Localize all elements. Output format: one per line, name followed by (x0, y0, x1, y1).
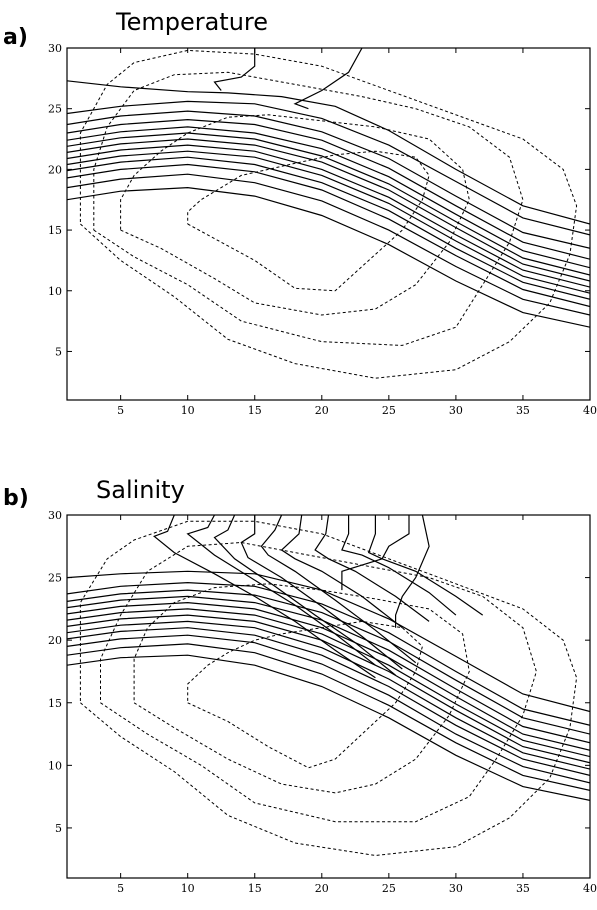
x-tick-label: 30 (449, 882, 463, 895)
panel-label-a: a) (3, 25, 28, 50)
solid-contour-line (67, 144, 590, 288)
x-tick-label: 40 (583, 404, 597, 417)
solid-contour-line (67, 110, 590, 249)
salinity-contours (67, 515, 590, 857)
solid-contour-line (67, 589, 590, 735)
y-tick-label: 10 (48, 759, 62, 772)
x-tick-label: 15 (248, 882, 262, 895)
solid-contour-line (260, 515, 417, 664)
y-tick-label: 25 (48, 572, 62, 585)
solid-contour-line (67, 581, 590, 726)
solid-contour-line (67, 118, 590, 260)
x-tick-label: 20 (315, 404, 329, 417)
x-tick-label: 35 (516, 404, 530, 417)
solid-contour-line (67, 627, 590, 776)
temperature-plot-area: 5 10 15 20 25 30 35 40 5 10 15 20 25 30 (48, 42, 597, 417)
solid-contour-line (67, 186, 590, 328)
y-tick-label: 15 (48, 697, 62, 710)
solid-contour-line (67, 643, 590, 791)
solid-contour-line (186, 515, 376, 666)
y-tick-label: 30 (48, 509, 62, 522)
salinity-plot-area: 5 10 15 20 25 30 35 40 5 10 15 20 25 30 (48, 509, 597, 895)
solid-contour-line (395, 515, 430, 628)
solid-contour-line (67, 156, 590, 300)
x-tick-label: 25 (382, 882, 396, 895)
panel-label-b: b) (3, 486, 29, 511)
solid-contour-line (341, 515, 410, 591)
solid-contour-line (240, 515, 403, 670)
x-tick-label: 30 (449, 404, 463, 417)
x-tick-label: 5 (117, 882, 124, 895)
y-tick-label: 5 (55, 822, 62, 835)
solid-contour-line (213, 48, 256, 91)
panel-title-temperature: Temperature (115, 8, 268, 36)
solid-contour-line (67, 620, 590, 770)
solid-contour-line (67, 138, 590, 282)
dashed-contour-line (187, 620, 423, 769)
temperature-contours (67, 48, 590, 379)
y-tick-label: 30 (48, 42, 62, 55)
x-tick-label: 35 (516, 882, 530, 895)
solid-contour-line (67, 100, 590, 236)
solid-contour-line (67, 595, 590, 744)
solid-contour-line (67, 163, 590, 308)
salinity-panel: b) Salinity 5 10 15 20 25 30 35 40 5 10 15 20 25 30 (3, 476, 597, 895)
panel-title-salinity: Salinity (96, 476, 185, 504)
solid-contour-line (293, 48, 363, 110)
solid-contour-line (67, 654, 590, 801)
solid-contour-line (67, 132, 590, 276)
dashed-contour-line (93, 71, 524, 346)
solid-contour-line (67, 608, 590, 758)
y-tick-label: 25 (48, 103, 62, 116)
dashed-contour-line (79, 520, 578, 857)
x-tick-label: 40 (583, 882, 597, 895)
solid-contour-line (67, 150, 590, 294)
solid-contour-line (341, 515, 457, 616)
x-tick-label: 20 (315, 882, 329, 895)
x-tick-label: 10 (181, 404, 195, 417)
temperature-axes-frame (66, 47, 591, 401)
y-tick-label: 20 (48, 634, 62, 647)
x-tick-label: 15 (248, 404, 262, 417)
dashed-contour-line (100, 541, 537, 823)
solid-contour-line (67, 126, 590, 269)
y-tick-label: 15 (48, 224, 62, 237)
solid-contour-line (67, 80, 590, 225)
solid-contour-line (67, 634, 590, 784)
y-tick-label: 10 (48, 285, 62, 298)
dashed-contour-line (120, 114, 470, 316)
salinity-axes-frame (66, 514, 591, 879)
solid-contour-line (153, 515, 376, 679)
solid-contour-line (213, 515, 396, 676)
y-tick-label: 20 (48, 163, 62, 176)
solid-contour-line (67, 173, 590, 316)
x-tick-label: 10 (181, 882, 195, 895)
dashed-contour-line (133, 583, 470, 794)
x-tick-label: 25 (382, 404, 396, 417)
dashed-contour-line (187, 150, 430, 292)
y-tick-label: 5 (55, 345, 62, 358)
temperature-panel: a) Temperature 5 10 15 20 25 30 35 40 5 10 15 20 25 3… (3, 8, 597, 417)
dashed-contour-line (79, 49, 578, 379)
x-tick-label: 5 (117, 404, 124, 417)
